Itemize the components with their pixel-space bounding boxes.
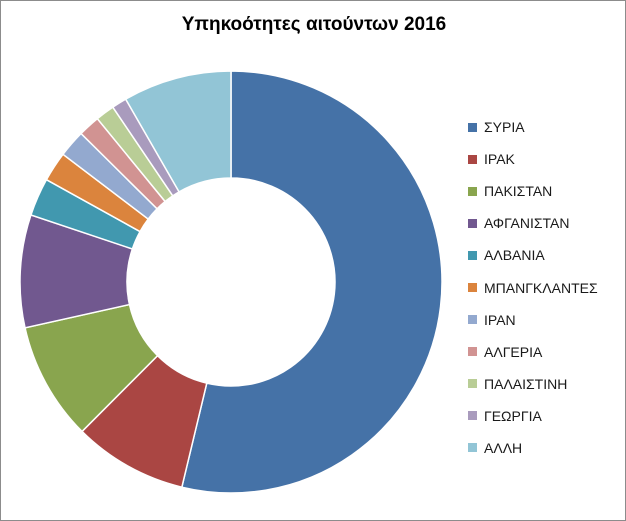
legend-swatch: [468, 218, 477, 228]
legend-item: ΙΡΑΚ: [468, 143, 598, 175]
legend-swatch: [468, 347, 477, 357]
legend-label: ΙΡΑΚ: [484, 151, 515, 168]
legend-item: ΙΡΑΝ: [468, 304, 598, 336]
legend-label: ΙΡΑΝ: [484, 311, 516, 328]
legend-label: ΓΕΩΡΓΙΑ: [484, 407, 542, 424]
legend-label: ΠΑΚΙΣΤΑΝ: [484, 183, 553, 200]
donut-slice-11: [124, 70, 232, 193]
legend-label: ΑΛΒΑΝΙΑ: [484, 247, 545, 264]
legend-label: ΣΥΡΙΑ: [484, 119, 525, 136]
legend-item: ΜΠΑΝΓΚΛΑΝΤΕΣ: [468, 271, 598, 303]
legend-swatch: [468, 379, 477, 389]
chart-legend: ΣΥΡΙΑ ΙΡΑΚ ΠΑΚΙΣΤΑΝ ΑΦΓΑΝΙΣΤΑΝ ΑΛΒΑΝΙΑ ΜΠΑΝΓΚ…: [468, 111, 598, 464]
legend-swatch: [468, 315, 477, 325]
legend-swatch: [468, 122, 477, 132]
legend-item: ΑΛΒΑΝΙΑ: [468, 239, 598, 271]
donut-chart: [19, 70, 443, 494]
legend-item: ΑΦΓΑΝΙΣΤΑΝ: [468, 207, 598, 239]
legend-item: ΣΥΡΙΑ: [468, 111, 598, 143]
legend-swatch: [468, 411, 477, 421]
legend-label: ΑΛΛΗ: [484, 439, 523, 456]
legend-swatch: [468, 186, 477, 196]
legend-item: ΑΛΛΗ: [468, 432, 598, 464]
legend-swatch: [468, 283, 477, 293]
legend-swatch: [468, 154, 477, 164]
legend-item: ΑΛΓΕΡΙΑ: [468, 336, 598, 368]
legend-label: ΑΦΓΑΝΙΣΤΑΝ: [484, 215, 570, 232]
donut-slice-1: [180, 70, 443, 494]
legend-label: ΠΑΛΑΙΣΤΙΝΗ: [484, 375, 568, 392]
legend-label: ΜΠΑΝΓΚΛΑΝΤΕΣ: [484, 279, 598, 296]
legend-item: ΠΑΛΑΙΣΤΙΝΗ: [468, 368, 598, 400]
legend-swatch: [468, 250, 477, 260]
legend-label: ΑΛΓΕΡΙΑ: [484, 343, 543, 360]
legend-item: ΓΕΩΡΓΙΑ: [468, 400, 598, 432]
legend-swatch: [468, 443, 477, 453]
legend-item: ΠΑΚΙΣΤΑΝ: [468, 175, 598, 207]
chart-title: Υπηκοότητες αιτούντων 2016: [181, 14, 447, 35]
